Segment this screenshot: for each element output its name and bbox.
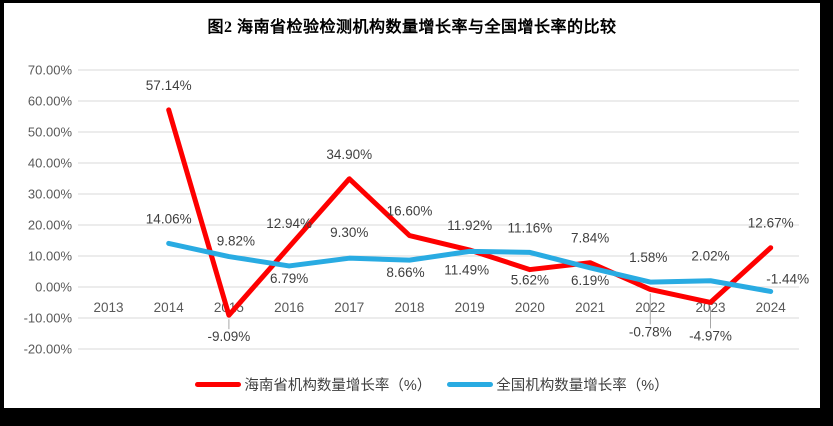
y-axis-tick-label: 50.00% <box>28 125 73 140</box>
legend-item-national: 全国机构数量增长率（%） <box>447 374 669 395</box>
y-axis-tick-label: -20.00% <box>24 342 73 357</box>
data-label: 11.49% <box>444 262 489 277</box>
data-label: 6.79% <box>270 271 308 286</box>
data-label: 7.84% <box>571 231 609 246</box>
x-axis-tick-label: 2014 <box>154 300 185 315</box>
data-label: 34.90% <box>326 147 372 162</box>
hainan-line-swatch-icon <box>195 382 242 387</box>
x-axis-tick-label: 2017 <box>334 300 364 315</box>
legend-item-hainan: 海南省机构数量增长率（%） <box>195 374 431 395</box>
series-line-national <box>166 240 774 294</box>
x-axis-tick-label: 2016 <box>274 300 304 315</box>
data-label: 11.16% <box>508 220 553 235</box>
data-label: 6.19% <box>571 273 609 288</box>
data-label: 16.60% <box>387 204 433 219</box>
chart-title: 图2 海南省检验检测机构数量增长率与全国增长率的比较 <box>207 19 617 36</box>
data-label: 5.62% <box>511 273 549 288</box>
data-label: 12.67% <box>748 216 794 231</box>
y-axis-tick-label: -10.00% <box>24 311 73 326</box>
national-line-swatch-icon <box>447 382 494 387</box>
data-label: -9.09% <box>208 329 251 344</box>
y-axis-tick-label: 10.00% <box>28 249 73 264</box>
data-label: 11.92% <box>447 218 492 233</box>
data-label: 2.02% <box>691 249 729 264</box>
legend: 海南省机构数量增长率（%） 全国机构数量增长率（%） <box>4 374 820 395</box>
data-label: 57.14% <box>146 78 192 93</box>
y-axis-tick-label: 30.00% <box>28 187 73 202</box>
chart-frame: 图2 海南省检验检测机构数量增长率与全国增长率的比较 70.00% 60.00% 5… <box>4 3 820 408</box>
x-axis-tick-label: 2020 <box>515 300 545 315</box>
data-label: -0.78% <box>629 324 672 339</box>
x-axis-tick-label: 2019 <box>455 300 485 315</box>
series-line-hainan <box>166 107 774 318</box>
x-axis-tick-label: 2018 <box>394 300 424 315</box>
y-axis-tick-label: 0.00% <box>35 280 72 295</box>
y-axis-tick-label: 20.00% <box>28 218 73 233</box>
data-label: -1.44% <box>766 271 809 286</box>
x-axis-tick-label: 2013 <box>93 300 123 315</box>
y-axis-tick-label: 70.00% <box>28 63 73 78</box>
legend-label-national: 全国机构数量增长率（%） <box>496 378 669 394</box>
x-axis-tick-label: 2021 <box>575 300 605 315</box>
legend-label-hainan: 海南省机构数量增长率（%） <box>244 378 432 394</box>
data-label: 1.58% <box>629 250 667 265</box>
y-axis-tick-label: 40.00% <box>28 156 73 171</box>
data-label: 9.82% <box>217 234 255 249</box>
data-label: 14.06% <box>146 211 192 226</box>
data-label: 8.66% <box>386 265 424 280</box>
data-label: 9.30% <box>330 225 368 240</box>
y-axis-tick-label: 60.00% <box>28 94 73 109</box>
data-label: -4.97% <box>689 328 732 343</box>
plot-svg: 70.00% 60.00% 50.00% 40.00% 30.00% 20.00% 10.0… <box>24 63 810 357</box>
x-axis-tick-label: 2024 <box>756 300 787 315</box>
data-label: 12.94% <box>266 216 312 231</box>
